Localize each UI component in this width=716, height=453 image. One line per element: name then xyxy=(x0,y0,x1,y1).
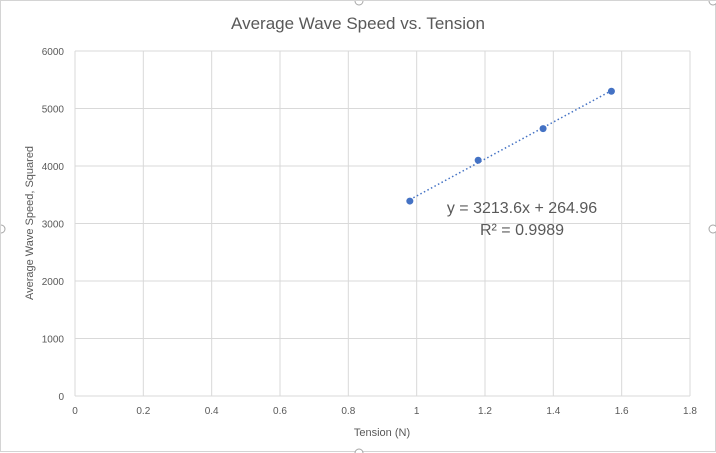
resize-handle-left[interactable] xyxy=(1,224,6,234)
grid-layer xyxy=(74,50,691,397)
data-point[interactable] xyxy=(406,197,414,205)
chart-title: Average Wave Speed vs. Tension xyxy=(231,14,485,33)
y-axis-title: Average Wave Speed, Squared xyxy=(24,146,36,300)
x-tick-label: 0.8 xyxy=(341,406,355,417)
x-tick-label: 1 xyxy=(414,406,420,417)
data-point[interactable] xyxy=(539,125,547,133)
x-axis-title: Tension (N) xyxy=(354,427,410,439)
y-tick-label: 3000 xyxy=(42,220,65,231)
x-tick-label: 0.4 xyxy=(205,406,219,417)
data-point[interactable] xyxy=(474,156,482,164)
resize-handle-bottom[interactable] xyxy=(354,448,364,453)
y-tick-label: 0 xyxy=(58,392,64,403)
x-tick-label: 0.6 xyxy=(273,406,287,417)
resize-handle-right[interactable] xyxy=(708,224,716,234)
trendline[interactable] xyxy=(409,89,612,201)
trendline-equation: y = 3213.6x + 264.96 xyxy=(447,200,597,217)
x-tick-label: 0 xyxy=(72,406,78,417)
tick-labels: 0 0.2 0.4 0.6 0.8 1 1.2 1.4 1.6 1.8 0 1000 2000 3000 4… xyxy=(42,47,698,417)
x-tick-label: 1.4 xyxy=(546,406,560,417)
x-tick-label: 1.8 xyxy=(683,406,697,417)
y-tick-label: 2000 xyxy=(42,277,65,288)
resize-handle-top-right[interactable] xyxy=(708,1,716,6)
y-tick-label: 6000 xyxy=(42,47,65,58)
data-point[interactable] xyxy=(607,87,615,95)
trendline-layer xyxy=(409,89,612,201)
x-tick-label: 1.6 xyxy=(615,406,629,417)
x-tick-label: 0.2 xyxy=(136,406,150,417)
y-tick-label: 5000 xyxy=(42,105,65,116)
data-points xyxy=(406,87,615,205)
trendline-r-squared: R² = 0.9989 xyxy=(480,222,564,239)
x-tick-label: 1.2 xyxy=(478,406,492,417)
y-tick-label: 1000 xyxy=(42,335,65,346)
y-tick-label: 4000 xyxy=(42,162,65,173)
resize-handle-top[interactable] xyxy=(354,1,364,6)
